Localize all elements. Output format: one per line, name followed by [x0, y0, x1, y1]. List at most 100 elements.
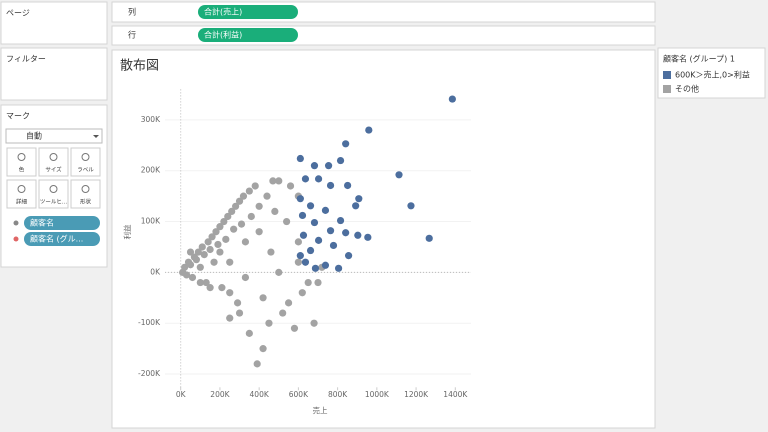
point[interactable] — [233, 299, 242, 307]
point[interactable] — [263, 192, 271, 200]
point[interactable] — [310, 218, 319, 227]
point[interactable] — [206, 245, 214, 254]
point[interactable] — [355, 195, 363, 203]
point[interactable] — [202, 278, 210, 287]
point[interactable] — [208, 233, 216, 241]
point[interactable] — [306, 246, 315, 255]
point[interactable] — [186, 248, 195, 256]
point[interactable] — [216, 248, 224, 256]
point[interactable] — [395, 171, 403, 179]
point[interactable] — [226, 258, 234, 266]
point[interactable] — [210, 258, 218, 266]
point[interactable] — [212, 228, 220, 236]
point[interactable] — [214, 240, 222, 249]
point[interactable] — [186, 261, 195, 269]
point[interactable] — [298, 289, 306, 297]
point[interactable] — [192, 256, 200, 264]
point[interactable] — [241, 273, 250, 282]
mark-button[interactable] — [6, 147, 37, 177]
point[interactable] — [247, 212, 255, 221]
point[interactable] — [237, 220, 246, 228]
point[interactable] — [279, 309, 287, 317]
point[interactable] — [314, 278, 322, 287]
point[interactable] — [245, 329, 253, 337]
mark-button[interactable] — [6, 179, 37, 209]
point[interactable] — [283, 217, 291, 226]
point[interactable] — [298, 211, 307, 220]
point[interactable] — [232, 202, 240, 210]
point[interactable] — [226, 314, 234, 322]
point[interactable] — [321, 261, 330, 269]
point[interactable] — [311, 264, 320, 272]
point[interactable] — [259, 345, 267, 353]
point[interactable] — [324, 162, 333, 170]
point[interactable] — [255, 202, 263, 210]
point[interactable] — [301, 175, 310, 183]
point[interactable] — [239, 192, 248, 200]
point[interactable] — [448, 95, 456, 103]
mark-button[interactable] — [38, 147, 69, 177]
point[interactable] — [284, 299, 293, 307]
point[interactable] — [314, 175, 323, 183]
point[interactable] — [286, 182, 295, 190]
point[interactable] — [204, 238, 212, 246]
point[interactable] — [407, 202, 415, 210]
point[interactable] — [235, 309, 244, 317]
point[interactable] — [342, 229, 350, 237]
point[interactable] — [218, 284, 226, 292]
point[interactable] — [196, 263, 204, 271]
point[interactable] — [321, 206, 330, 214]
point[interactable] — [345, 252, 353, 260]
point[interactable] — [314, 236, 323, 244]
point[interactable] — [310, 162, 319, 170]
point[interactable] — [198, 243, 206, 251]
point[interactable] — [235, 197, 244, 205]
point[interactable] — [194, 248, 202, 256]
point[interactable] — [306, 202, 315, 210]
point[interactable] — [224, 212, 232, 221]
point[interactable] — [245, 187, 253, 195]
point[interactable] — [290, 324, 299, 332]
mark-pill[interactable] — [24, 232, 100, 246]
point[interactable] — [329, 241, 338, 250]
point[interactable] — [296, 154, 304, 163]
point[interactable] — [304, 278, 312, 287]
point[interactable] — [296, 195, 304, 203]
point[interactable] — [265, 319, 273, 327]
mark-pill[interactable] — [24, 216, 100, 230]
point[interactable] — [275, 177, 283, 185]
point[interactable] — [344, 181, 352, 190]
point[interactable] — [230, 225, 238, 233]
point[interactable] — [216, 223, 224, 231]
point[interactable] — [299, 231, 308, 239]
point[interactable] — [269, 177, 277, 185]
point[interactable] — [251, 182, 259, 190]
point[interactable] — [228, 207, 236, 215]
point[interactable] — [354, 231, 362, 239]
point[interactable] — [294, 238, 302, 246]
point[interactable] — [296, 252, 304, 260]
point[interactable] — [196, 278, 204, 287]
point[interactable] — [334, 264, 343, 272]
point[interactable] — [255, 228, 263, 236]
point[interactable] — [425, 234, 433, 242]
point[interactable] — [206, 284, 214, 292]
point[interactable] — [275, 268, 283, 276]
point[interactable] — [342, 140, 350, 148]
mark-type-dropdown[interactable] — [5, 128, 103, 144]
point[interactable] — [220, 217, 228, 226]
point[interactable] — [364, 233, 372, 241]
point[interactable] — [181, 263, 189, 271]
columns-pill[interactable] — [198, 5, 298, 19]
mark-button[interactable] — [38, 179, 69, 209]
point[interactable] — [310, 319, 318, 327]
point[interactable] — [326, 227, 335, 235]
mark-button[interactable] — [70, 147, 101, 177]
point[interactable] — [336, 156, 345, 165]
point[interactable] — [326, 181, 335, 190]
point[interactable] — [267, 248, 275, 256]
point[interactable] — [222, 235, 230, 243]
rows-pill[interactable] — [198, 28, 298, 42]
point[interactable] — [226, 289, 234, 297]
point[interactable] — [365, 126, 373, 134]
